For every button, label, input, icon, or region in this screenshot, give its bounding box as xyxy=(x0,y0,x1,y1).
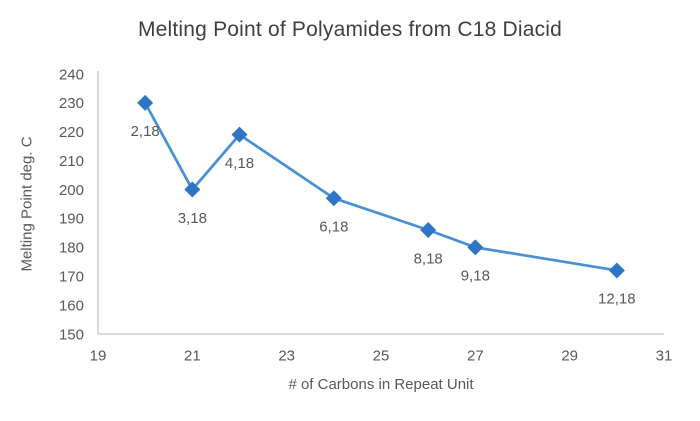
data-point-marker xyxy=(325,190,342,207)
y-tick-label: 160 xyxy=(59,297,84,314)
y-tick-label: 230 xyxy=(59,95,84,112)
data-point-label: 12,18 xyxy=(598,291,636,308)
data-point-label: 2,18 xyxy=(131,123,160,140)
x-tick-label: 19 xyxy=(90,347,107,364)
x-tick-label: 31 xyxy=(656,347,673,364)
axes xyxy=(97,71,664,335)
data-point-label: 4,18 xyxy=(225,155,254,172)
x-axis-title: # of Carbons in Repeat Unit xyxy=(288,376,474,393)
data-point-marker xyxy=(231,126,248,143)
data-point-labels: 2,18 3,18 4,18 6,18 8,18 9,18 12,18 xyxy=(131,123,636,308)
tick-labels: 150 160 170 180 190 200 210 220 230 240 19 21 23 25 27… xyxy=(59,66,672,364)
x-tick-label: 21 xyxy=(184,347,201,364)
series-line xyxy=(143,101,619,272)
y-tick-label: 210 xyxy=(59,153,84,170)
y-tick-label: 150 xyxy=(59,326,84,343)
data-series xyxy=(137,94,625,279)
data-point-label: 3,18 xyxy=(178,210,207,227)
y-tick-label: 180 xyxy=(59,240,84,257)
x-tick-label: 23 xyxy=(278,347,295,364)
data-point-label: 9,18 xyxy=(461,268,490,285)
y-axis-title: Melting Point deg. C xyxy=(18,136,36,272)
y-tick-label: 170 xyxy=(59,268,84,285)
data-point-marker xyxy=(467,239,484,256)
y-tick-label: 220 xyxy=(59,124,84,141)
data-point-marker xyxy=(184,181,201,198)
x-tick-label: 29 xyxy=(561,347,578,364)
x-tick-label: 27 xyxy=(467,347,484,364)
y-tick-label: 240 xyxy=(59,66,84,83)
data-point-label: 8,18 xyxy=(414,250,443,267)
data-point-marker xyxy=(420,222,437,238)
data-point-marker xyxy=(608,262,625,279)
data-point-label: 6,18 xyxy=(319,218,348,235)
y-tick-label: 190 xyxy=(59,211,84,228)
y-tick-label: 200 xyxy=(59,182,84,199)
chart-title: Melting Point of Polyamides from C18 Dia… xyxy=(137,18,563,41)
x-tick-label: 25 xyxy=(373,347,390,364)
data-point-marker xyxy=(137,94,154,111)
